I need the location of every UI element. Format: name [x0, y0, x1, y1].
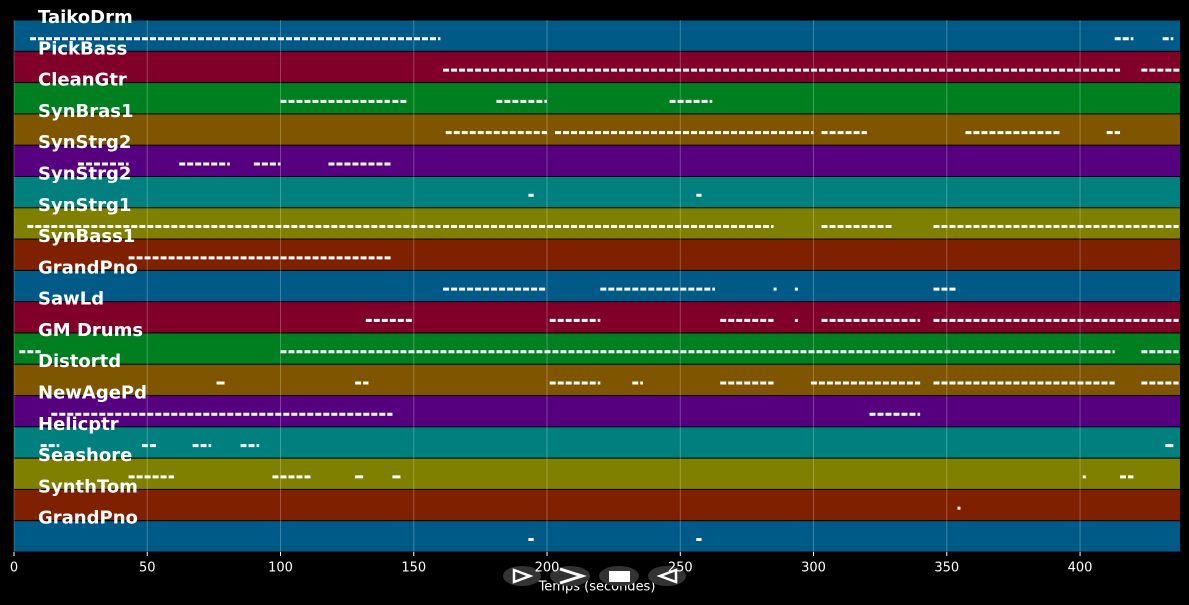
rewind-button[interactable]: [648, 566, 686, 586]
x-tick-label: 100: [268, 561, 293, 576]
x-tick-label: 150: [401, 561, 426, 576]
track-band: [14, 176, 1180, 208]
x-tick-label: 350: [934, 561, 959, 576]
track-band: [14, 83, 1180, 114]
track-band: [14, 270, 1180, 302]
track-band: [14, 427, 1180, 458]
track-band: [14, 396, 1180, 427]
x-tick-label: 400: [1068, 561, 1093, 576]
track-label: GrandPno: [38, 508, 138, 529]
track-band: [14, 208, 1180, 239]
x-tick-label: 200: [535, 561, 560, 576]
track-label: CleanGtr: [38, 70, 127, 91]
track-band: [14, 521, 1180, 552]
track-label: GrandPno: [38, 257, 138, 278]
stop-button[interactable]: [599, 566, 639, 586]
track-label: SynBass1: [38, 226, 135, 247]
notes: [19, 37, 1182, 541]
track-band: [14, 364, 1180, 396]
track-label: GM Drums: [38, 320, 143, 341]
track-label: Distortd: [38, 351, 121, 372]
track-band: [14, 51, 1180, 83]
track-label: PickBass: [38, 38, 127, 59]
x-tick-label: 250: [668, 561, 693, 576]
track-label: SynBras1: [38, 101, 134, 122]
bands: [14, 20, 1180, 552]
track-label: Seashore: [38, 445, 132, 466]
track-label: NewAgePd: [38, 383, 147, 404]
track-band: [14, 114, 1180, 145]
x-tick-label: 50: [139, 561, 156, 576]
track-band: [14, 302, 1180, 333]
labels: TaikoDrm PickBass CleanGtr SynBras1 SynStrg2…: [38, 7, 147, 529]
track-band: [14, 458, 1180, 489]
track-label: SynStrg2: [38, 163, 131, 184]
track-band: [14, 20, 1180, 51]
track-band: [14, 145, 1180, 176]
x-tick-label: 0: [10, 561, 18, 576]
track-band: [14, 489, 1180, 521]
track-label: SynthTom: [38, 476, 138, 497]
track-label: SawLd: [38, 289, 104, 310]
playback-controls: [503, 566, 686, 586]
track-label: SynStrg1: [38, 195, 131, 216]
play-button[interactable]: [503, 566, 541, 586]
track-label: TaikoDrm: [38, 7, 133, 28]
track-band: [14, 239, 1180, 270]
track-label: SynStrg2: [38, 132, 131, 153]
track-band: [14, 333, 1180, 364]
fast-forward-button[interactable]: [550, 566, 590, 586]
grid: [13, 20, 1081, 552]
track-label: Helicptr: [38, 414, 119, 435]
x-tick-label: 300: [801, 561, 826, 576]
